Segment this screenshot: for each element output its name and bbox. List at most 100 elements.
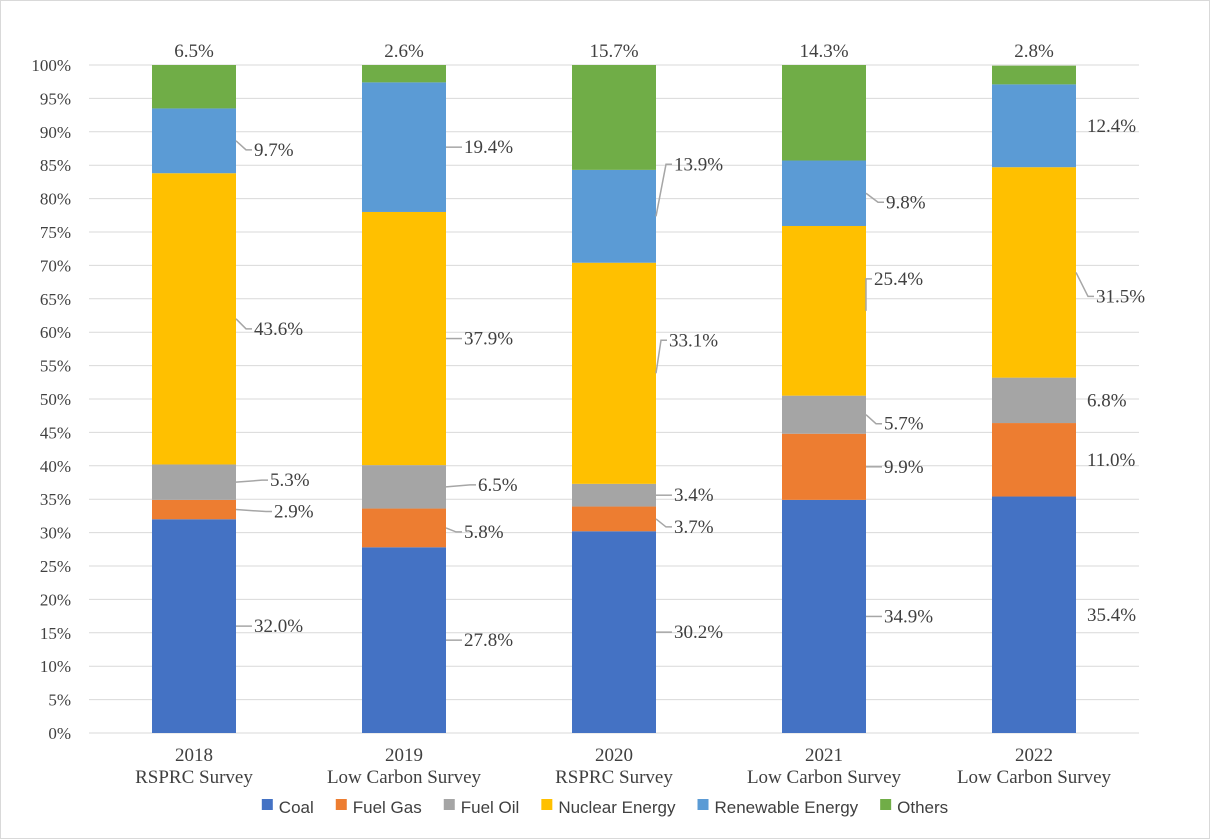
data-labels: 32.0% 2.9% 5.3% 43.6% 9.7% 6.5% 27.8% 5.8% 6.5% 3… <box>174 41 1145 651</box>
leader-line <box>235 140 252 151</box>
y-tick-label: 100% <box>31 56 71 75</box>
bar-segment <box>152 173 236 465</box>
bar-segment <box>572 483 656 507</box>
legend-label: Coal <box>279 798 314 817</box>
bars <box>152 65 1076 733</box>
y-tick-label: 20% <box>40 590 71 609</box>
data-label: 9.9% <box>884 457 924 478</box>
category-survey: Low Carbon Survey <box>327 767 482 788</box>
bar-segment <box>782 499 866 733</box>
bar-segment <box>362 211 446 466</box>
data-label: 6.8% <box>1087 390 1127 411</box>
bar-segment <box>782 433 866 500</box>
leader-line <box>865 414 882 425</box>
legend-item: Others <box>880 798 948 817</box>
category-year: 2020 <box>595 745 633 766</box>
data-label: 5.8% <box>464 522 504 543</box>
y-tick-label: 95% <box>40 89 71 108</box>
data-label: 32.0% <box>254 616 303 637</box>
bar-segment <box>152 65 236 109</box>
y-tick-label: 30% <box>40 524 71 543</box>
data-label: 15.7% <box>589 41 638 62</box>
y-tick-label: 70% <box>40 256 71 275</box>
category-survey: Low Carbon Survey <box>957 767 1112 788</box>
legend-item: Fuel Gas <box>335 798 422 817</box>
bar-segment <box>152 519 236 733</box>
legend: Coal Fuel Gas Fuel Oil Nuclear Energy Renewa… <box>261 798 948 817</box>
data-label: 14.3% <box>799 41 848 62</box>
y-tick-label: 50% <box>40 390 71 409</box>
y-tick-label: 10% <box>40 657 71 676</box>
legend-swatch <box>261 799 273 810</box>
bar-segment <box>782 160 866 226</box>
y-tick-label: 15% <box>40 624 71 643</box>
bar-segment <box>782 65 866 161</box>
data-label: 3.4% <box>674 485 714 506</box>
data-label: 3.7% <box>674 517 714 538</box>
category-year: 2021 <box>805 745 843 766</box>
bar-segment <box>152 464 236 500</box>
leader-line <box>865 278 872 311</box>
bar-segment <box>362 547 446 733</box>
data-label: 37.9% <box>464 329 513 350</box>
data-label: 43.6% <box>254 319 303 340</box>
bar-segment <box>992 84 1076 168</box>
bar-segment <box>992 377 1076 424</box>
data-label: 34.9% <box>884 606 933 627</box>
legend-swatch <box>443 799 455 810</box>
y-tick-label: 35% <box>40 490 71 509</box>
bar-segment <box>992 167 1076 378</box>
bar-segment <box>572 65 656 170</box>
data-label: 6.5% <box>478 475 518 496</box>
legend-swatch <box>697 799 709 810</box>
data-label: 9.7% <box>254 140 294 161</box>
y-tick-label: 5% <box>48 691 71 710</box>
category-year: 2019 <box>385 745 423 766</box>
data-label: 31.5% <box>1096 286 1145 307</box>
label-leader-lines <box>235 140 1094 641</box>
data-label: 33.1% <box>669 330 718 351</box>
leader-line <box>235 479 268 483</box>
y-tick-label: 60% <box>40 323 71 342</box>
legend-label: Fuel Oil <box>461 798 520 817</box>
legend-item: Coal <box>261 798 314 817</box>
leader-line <box>655 518 672 528</box>
bar-segment <box>572 262 656 484</box>
x-category-label: 2021 Low Carbon Survey <box>747 745 902 788</box>
y-tick-label: 80% <box>40 190 71 209</box>
bar-segment <box>782 225 866 396</box>
x-category-label: 2022 Low Carbon Survey <box>957 745 1112 788</box>
legend-label: Nuclear Energy <box>558 798 676 817</box>
data-label: 9.8% <box>886 192 926 213</box>
category-year: 2022 <box>1015 745 1053 766</box>
leader-line <box>865 192 884 204</box>
bar-segment <box>782 395 866 434</box>
x-category-label: 2020 RSPRC Survey <box>555 745 673 788</box>
bar-segment <box>572 169 656 263</box>
y-axis: 0% 5% 10% 15% 20% 25% 30% 35% 40% 45% 50% 55% 60% 65%… <box>31 56 71 743</box>
data-label: 2.8% <box>1014 41 1054 62</box>
bar-segment <box>152 499 236 520</box>
data-label: 6.5% <box>174 41 214 62</box>
x-category-label: 2018 RSPRC Survey <box>135 745 253 788</box>
leader-line <box>1075 272 1094 298</box>
category-year: 2018 <box>175 745 213 766</box>
bar-segment <box>362 465 446 509</box>
bar-segment <box>362 65 446 83</box>
data-label: 11.0% <box>1087 450 1136 471</box>
leader-line <box>655 163 672 217</box>
legend-item: Renewable Energy <box>697 798 859 817</box>
bar-segment <box>152 108 236 174</box>
y-tick-label: 55% <box>40 357 71 376</box>
data-label: 25.4% <box>874 269 923 290</box>
legend-label: Renewable Energy <box>715 798 859 817</box>
leader-line <box>445 527 462 533</box>
data-label: 2.6% <box>384 41 424 62</box>
bar-segment <box>572 531 656 733</box>
data-label: 2.9% <box>274 502 314 523</box>
category-survey: Low Carbon Survey <box>747 767 902 788</box>
bar-segment <box>992 65 1076 85</box>
category-survey: RSPRC Survey <box>135 767 253 788</box>
